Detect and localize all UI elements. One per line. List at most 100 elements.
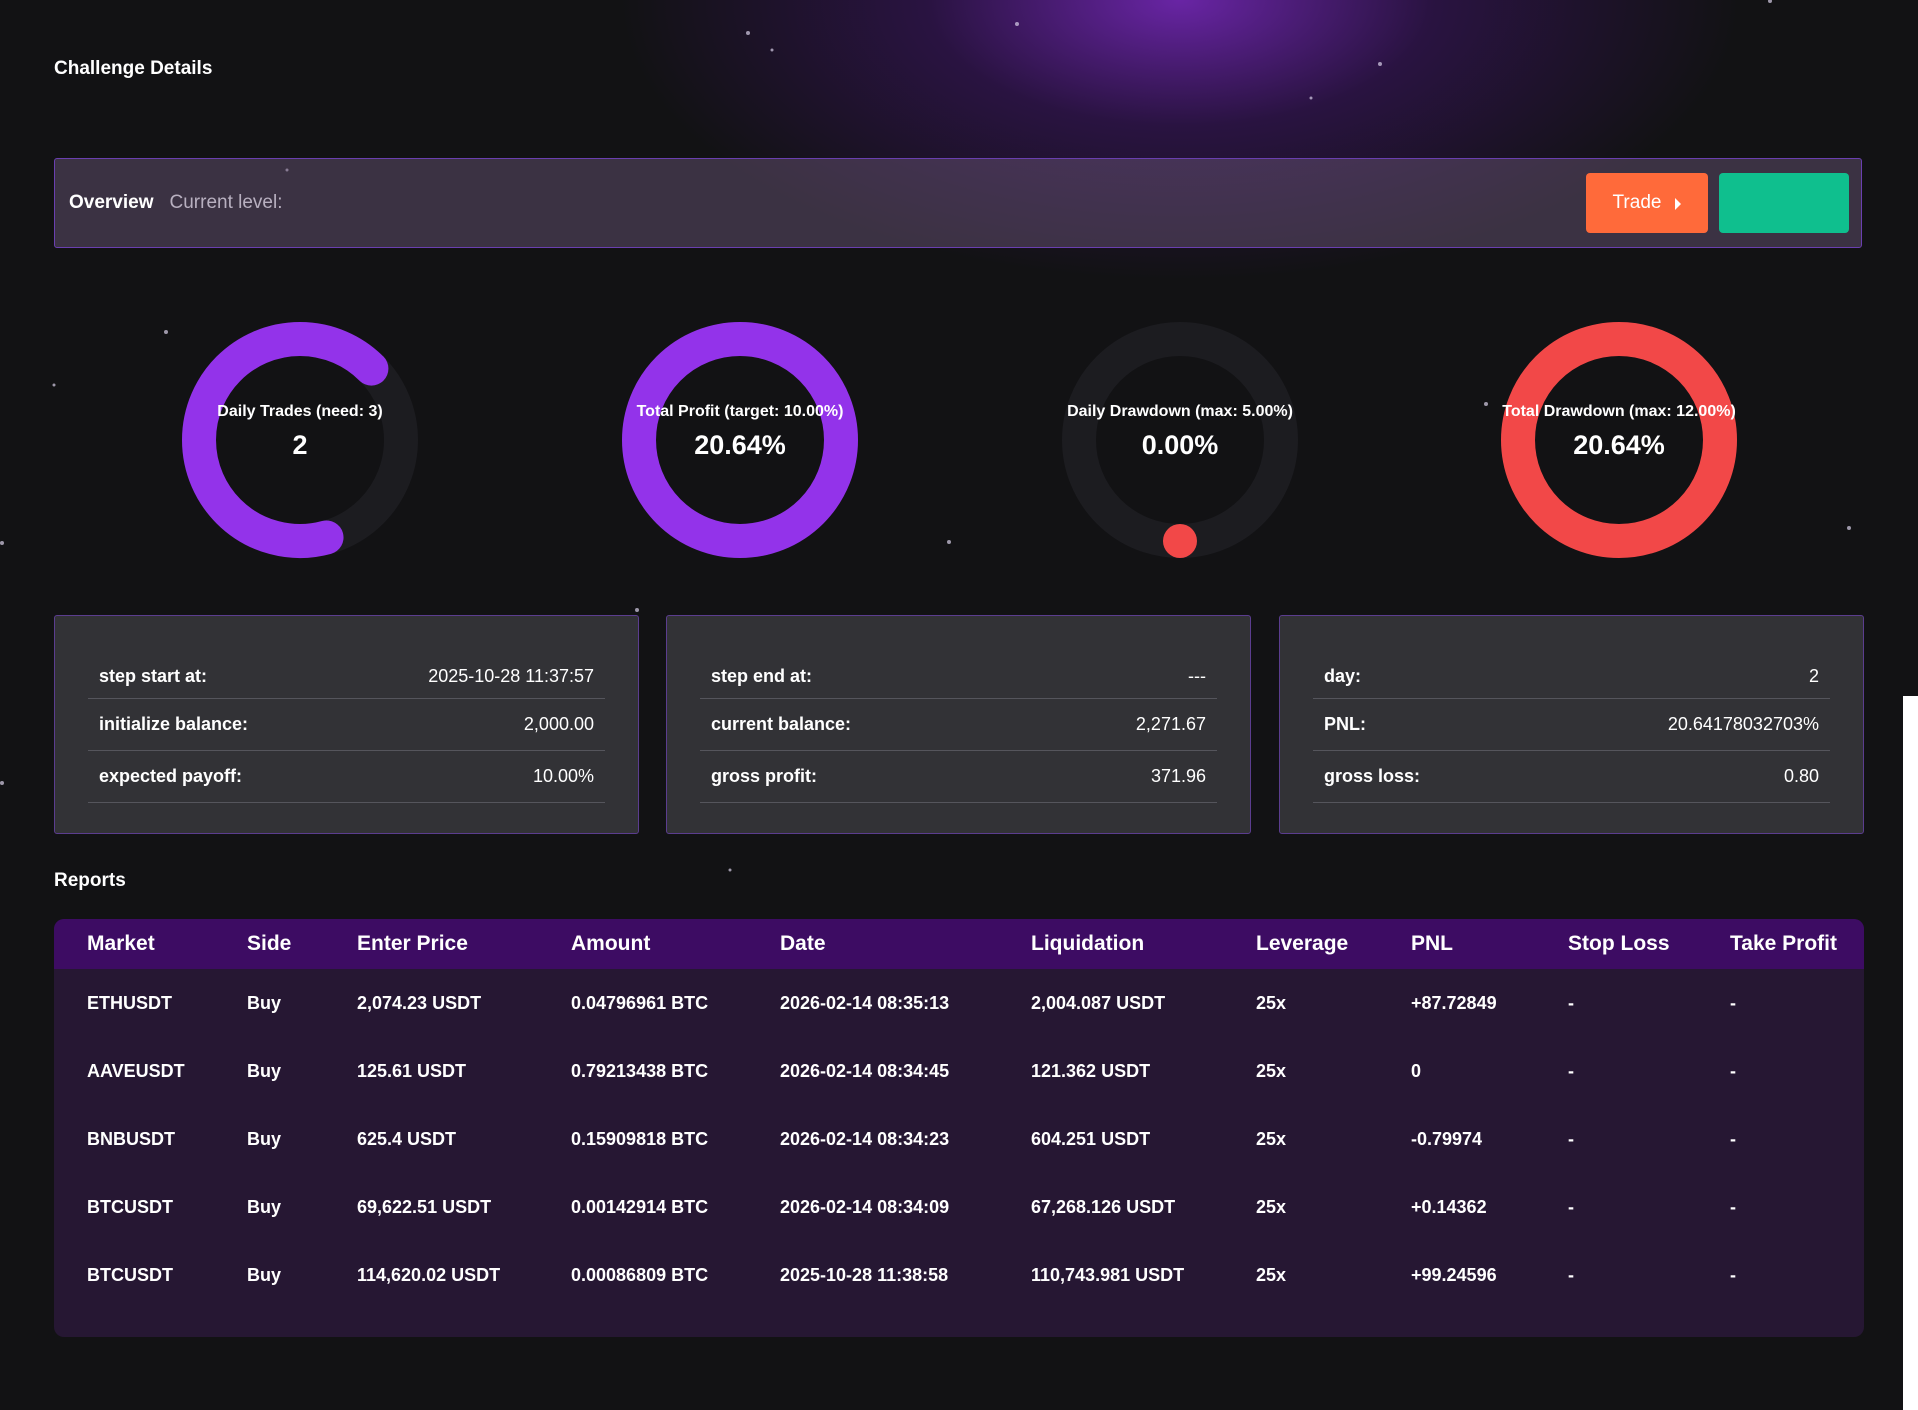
- gauge-arc: [1501, 322, 1737, 558]
- table-cell: 2,074.23 USDT: [357, 992, 482, 1013]
- stat-row: step end at: ---: [700, 654, 1217, 699]
- table-cell: -: [1568, 1264, 1574, 1285]
- current-level-label: Current level:: [169, 192, 283, 213]
- column-header: Take Profit: [1730, 932, 1837, 955]
- gauge-label: Total Profit (target: 10.00%): [636, 403, 844, 420]
- table-cell: -0.79974: [1411, 1128, 1483, 1149]
- gauge-arc: [1062, 322, 1298, 558]
- table-cell: 67,268.126 USDT: [1031, 1196, 1176, 1217]
- column-header: Date: [780, 932, 826, 955]
- gauge-ring: [1501, 322, 1737, 558]
- table-cell: 25x: [1256, 1264, 1287, 1285]
- stat-row: PNL: 20.64178032703%: [1313, 699, 1830, 751]
- stats-card-day: day: 2 PNL: 20.64178032703% gross loss: …: [1279, 615, 1864, 834]
- table-cell: +87.72849: [1411, 992, 1497, 1013]
- gauge-arc: [182, 322, 418, 558]
- table-cell: 2026-02-14 08:34:23: [780, 1128, 950, 1149]
- stat-value: 371.96: [1150, 766, 1206, 786]
- table-cell: Buy: [247, 1060, 282, 1081]
- table-cell: +0.14362: [1411, 1196, 1487, 1217]
- stat-row: step start at: 2025-10-28 11:37:57: [88, 654, 605, 699]
- overview-label: Overview: [69, 192, 154, 213]
- column-header: PNL: [1411, 932, 1453, 955]
- table-cell: 110,743.981 USDT: [1031, 1264, 1185, 1285]
- table-row[interactable]: BTCUSDT Buy 114,620.02 USDT 0.00086809 BTC 2…: [54, 1241, 1864, 1309]
- column-header: Liquidation: [1031, 932, 1145, 955]
- table-cell: 2026-02-14 08:34:45: [780, 1060, 950, 1081]
- table-cell: 0: [1411, 1060, 1422, 1081]
- table-cell: -: [1730, 1060, 1736, 1081]
- table-header-row: Market Side Enter Price Amount Date Liquidati…: [54, 919, 1864, 969]
- table-cell: BTCUSDT: [87, 1196, 173, 1217]
- stat-value: ---: [1188, 665, 1206, 686]
- stat-key: PNL:: [1324, 714, 1366, 734]
- column-header: Side: [247, 932, 292, 955]
- table-cell: AAVEUSDT: [87, 1060, 185, 1081]
- secondary-action-button[interactable]: [1719, 173, 1849, 233]
- gauge-total-drawdown: Total Drawdown (max: 12.00%) 20.64%: [1479, 300, 1759, 580]
- stat-row: gross loss: 0.80: [1313, 751, 1830, 803]
- stats-card-step-end: step end at: --- current balance: 2,271.…: [666, 615, 1251, 834]
- table-cell: -: [1568, 992, 1574, 1013]
- gauge-daily-drawdown: Daily Drawdown (max: 5.00%) 0.00%: [1040, 300, 1320, 580]
- table-cell: -: [1568, 1196, 1574, 1217]
- caret-right-icon: [1675, 198, 1682, 210]
- table-cell: 69,622.51 USDT: [357, 1196, 492, 1217]
- stat-key: gross loss:: [1324, 766, 1421, 786]
- stat-value: 10.00%: [532, 766, 594, 786]
- stat-row: gross profit: 371.96: [700, 751, 1217, 803]
- table-cell: 0.79213438 BTC: [571, 1060, 709, 1081]
- table-row[interactable]: BTCUSDT Buy 69,622.51 USDT 0.00142914 BTC 20…: [54, 1173, 1864, 1241]
- table-cell: 25x: [1256, 1060, 1287, 1081]
- stat-key: step start at:: [99, 665, 208, 686]
- stat-value: 2,000.00: [523, 714, 594, 734]
- gauge-daily-trades: Daily Trades (need: 3) 2: [160, 300, 440, 580]
- table-cell: BNBUSDT: [87, 1128, 175, 1149]
- table-row[interactable]: ETHUSDT Buy 2,074.23 USDT 0.04796961 BTC 202…: [54, 969, 1864, 1037]
- table-cell: Buy: [247, 1264, 282, 1285]
- table-cell: 0.00086809 BTC: [571, 1264, 709, 1285]
- table-cell: 25x: [1256, 1128, 1287, 1149]
- column-header: Leverage: [1256, 932, 1349, 955]
- right-edge-strip: [1903, 696, 1918, 1410]
- page-title: Challenge Details: [54, 58, 213, 79]
- trade-button-label: Trade: [1612, 192, 1662, 213]
- table-cell: -: [1568, 1128, 1574, 1149]
- gauge-label: Daily Trades (need: 3): [217, 403, 383, 420]
- column-header: Enter Price: [357, 932, 468, 955]
- table-cell: ETHUSDT: [87, 992, 172, 1013]
- stat-value: 2: [1808, 665, 1819, 686]
- table-cell: 0.15909818 BTC: [571, 1128, 709, 1149]
- stat-value: 20.64178032703%: [1667, 714, 1819, 734]
- gauge-ring: [1062, 322, 1298, 558]
- table-cell: -: [1730, 1196, 1736, 1217]
- stat-key: gross profit:: [711, 766, 817, 786]
- table-cell: 604.251 USDT: [1031, 1128, 1151, 1149]
- reports-table: Market Side Enter Price Amount Date Liquidati…: [54, 919, 1864, 1337]
- gauge-value: 20.64%: [1573, 430, 1665, 460]
- table-cell: -: [1730, 1128, 1736, 1149]
- stat-value: 2025-10-28 11:37:57: [428, 665, 594, 686]
- gauge-label: Total Drawdown (max: 12.00%): [1502, 403, 1736, 420]
- table-cell: 114,620.02 USDT: [357, 1264, 501, 1285]
- gauge-value: 0.00%: [1141, 430, 1219, 460]
- table-cell: 125.61 USDT: [357, 1060, 467, 1081]
- table-cell: 0.00142914 BTC: [571, 1196, 709, 1217]
- table-row[interactable]: BNBUSDT Buy 625.4 USDT 0.15909818 BTC 2026-0…: [54, 1105, 1864, 1173]
- stat-key: step end at:: [711, 665, 813, 686]
- table-cell: Buy: [247, 992, 282, 1013]
- table-cell: 25x: [1256, 992, 1287, 1013]
- trade-button[interactable]: Trade: [1586, 173, 1708, 233]
- stat-row: day: 2: [1313, 654, 1830, 699]
- gauge-arc: [622, 322, 858, 558]
- table-row[interactable]: AAVEUSDT Buy 125.61 USDT 0.79213438 BTC 2026…: [54, 1037, 1864, 1105]
- stat-key: day:: [1324, 665, 1362, 686]
- table-cell: 121.362 USDT: [1031, 1060, 1151, 1081]
- stat-row: expected payoff: 10.00%: [88, 751, 605, 803]
- column-header: Amount: [571, 932, 651, 955]
- stats-card-step-start: step start at: 2025-10-28 11:37:57 initi…: [54, 615, 639, 834]
- table-cell: -: [1730, 1264, 1736, 1285]
- table-cell: 2025-10-28 11:38:58: [780, 1264, 949, 1285]
- stat-key: initialize balance:: [99, 714, 249, 734]
- reports-title: Reports: [54, 870, 126, 891]
